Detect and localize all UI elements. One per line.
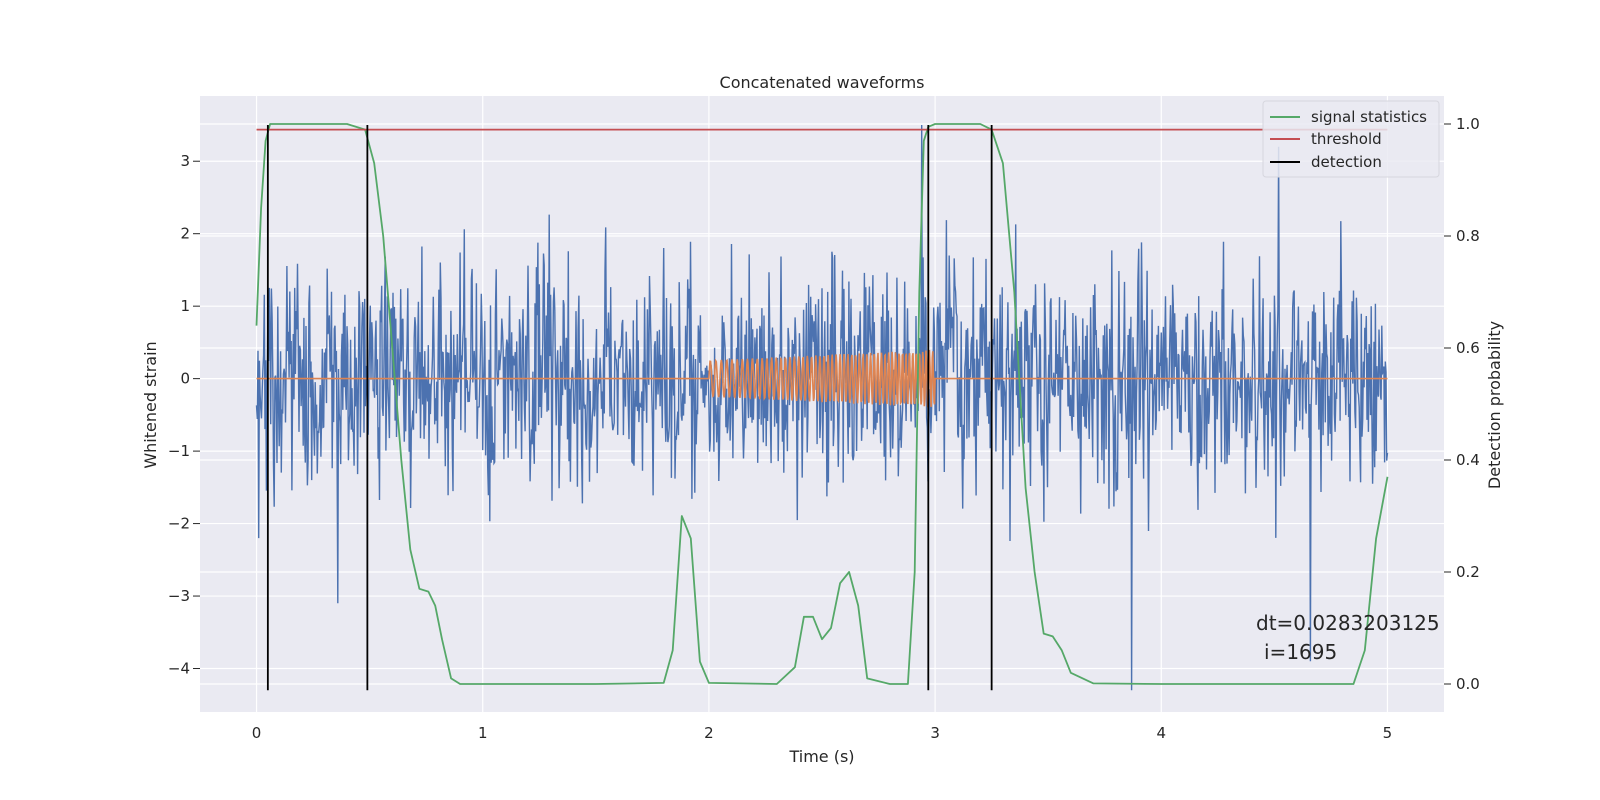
axis-ticks: 0 1 2 3 4 5 −4 −3 −2 −1 0 1 2 3 0.0 0.2 0.4 0.6 0.8 1.0 xyxy=(168,115,1480,742)
noise-series xyxy=(255,124,1389,691)
y-tick-label: 3 xyxy=(180,152,190,170)
x-tick-label: 4 xyxy=(1156,724,1166,742)
legend-box xyxy=(1262,100,1440,178)
y2-tick-label: 0.0 xyxy=(1456,675,1480,693)
annotation-i: i=1695 xyxy=(1264,640,1337,664)
legend-label-detection: detection xyxy=(1311,153,1382,171)
annotation-dt: dt=0.0283203125 xyxy=(1256,611,1440,635)
y-tick-label: 0 xyxy=(180,370,190,388)
y2-tick-label: 0.6 xyxy=(1456,339,1480,357)
y-tick-label: −3 xyxy=(168,587,190,605)
legend: signal statistics threshold detection xyxy=(1262,100,1440,178)
signal-statistics-line xyxy=(255,123,1389,685)
detection-series xyxy=(266,124,993,691)
y2-tick-label: 0.8 xyxy=(1456,227,1480,245)
legend-label-threshold: threshold xyxy=(1311,130,1382,148)
y2-tick-label: 0.2 xyxy=(1456,563,1480,581)
y-tick-label: −2 xyxy=(168,515,190,533)
y-tick-label: 2 xyxy=(180,225,190,243)
x-tick-label: 2 xyxy=(704,724,714,742)
y-tick-label: −1 xyxy=(168,442,190,460)
y-tick-label: 1 xyxy=(180,297,190,315)
y-tick-label: −4 xyxy=(168,660,190,678)
injected-signal-line xyxy=(256,349,1388,408)
y2-axis-label: Detection probability xyxy=(1485,321,1504,489)
y2-tick-label: 0.4 xyxy=(1456,451,1480,469)
legend-label-signal-statistics: signal statistics xyxy=(1311,108,1427,126)
x-tick-label: 0 xyxy=(252,724,262,742)
x-tick-label: 1 xyxy=(478,724,488,742)
x-tick-label: 3 xyxy=(930,724,940,742)
chart-title: Concatenated waveforms xyxy=(720,73,925,92)
y-axis-label: Whitened strain xyxy=(141,341,160,468)
y2-tick-label: 1.0 xyxy=(1456,115,1480,133)
injected-signal-series xyxy=(256,349,1388,408)
signal-statistics-series xyxy=(255,123,1389,685)
noise-line xyxy=(255,124,1389,691)
x-axis-label: Time (s) xyxy=(788,747,854,766)
x-tick-label: 5 xyxy=(1383,724,1393,742)
